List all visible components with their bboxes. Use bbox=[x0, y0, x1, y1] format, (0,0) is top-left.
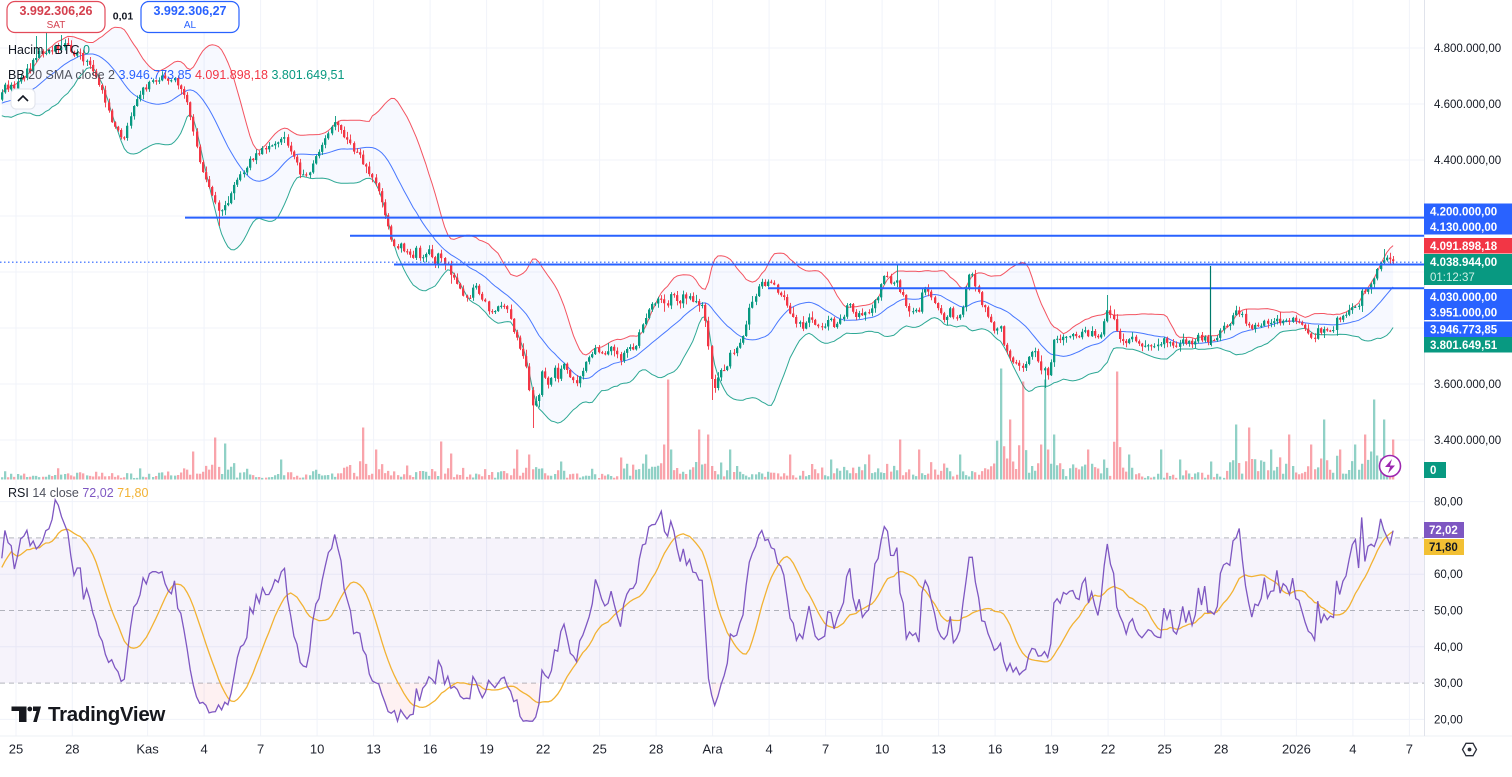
svg-text:4: 4 bbox=[1349, 742, 1356, 757]
svg-text:4.200.000,00: 4.200.000,00 bbox=[1430, 207, 1497, 219]
svg-text:13: 13 bbox=[931, 742, 945, 757]
svg-text:4.600.000,00: 4.600.000,00 bbox=[1434, 99, 1501, 111]
svg-text:RSI 14 close 72,02 71,80: RSI 14 close 72,02 71,80 bbox=[8, 486, 148, 500]
svg-text:TradingView: TradingView bbox=[48, 703, 165, 726]
svg-text:7: 7 bbox=[1406, 742, 1413, 757]
svg-text:72,02: 72,02 bbox=[1429, 525, 1458, 537]
svg-text:19: 19 bbox=[479, 742, 493, 757]
svg-text:40,00: 40,00 bbox=[1434, 642, 1463, 654]
svg-text:3.600.000,00: 3.600.000,00 bbox=[1434, 379, 1501, 391]
svg-text:13: 13 bbox=[366, 742, 380, 757]
svg-text:4.800.000,00: 4.800.000,00 bbox=[1434, 43, 1501, 55]
svg-text:10: 10 bbox=[310, 742, 324, 757]
svg-text:AL: AL bbox=[184, 20, 197, 31]
svg-text:3.946.773,85: 3.946.773,85 bbox=[1430, 325, 1498, 337]
svg-text:28: 28 bbox=[65, 742, 79, 757]
svg-text:3.992.306,27: 3.992.306,27 bbox=[154, 4, 227, 18]
svg-text:3.400.000,00: 3.400.000,00 bbox=[1434, 435, 1501, 447]
svg-text:Kas: Kas bbox=[136, 742, 159, 757]
svg-text:30,00: 30,00 bbox=[1434, 678, 1463, 690]
svg-text:50,00: 50,00 bbox=[1434, 606, 1463, 618]
svg-text:4.030.000,00: 4.030.000,00 bbox=[1430, 292, 1497, 304]
svg-text:25: 25 bbox=[1157, 742, 1171, 757]
svg-text:16: 16 bbox=[423, 742, 437, 757]
svg-text:25: 25 bbox=[9, 742, 23, 757]
svg-text:71,80: 71,80 bbox=[1429, 542, 1458, 554]
svg-text:22: 22 bbox=[1101, 742, 1115, 757]
svg-text:28: 28 bbox=[1214, 742, 1228, 757]
svg-text:4: 4 bbox=[200, 742, 207, 757]
svg-text:SAT: SAT bbox=[47, 20, 66, 31]
svg-text:28: 28 bbox=[649, 742, 663, 757]
svg-text:0: 0 bbox=[1430, 465, 1436, 477]
svg-text:10: 10 bbox=[875, 742, 889, 757]
svg-text:80,00: 80,00 bbox=[1434, 497, 1463, 509]
svg-text:3.992.306,26: 3.992.306,26 bbox=[20, 4, 93, 18]
svg-text:0,01: 0,01 bbox=[113, 11, 134, 23]
svg-text:4.091.898,18: 4.091.898,18 bbox=[1430, 241, 1498, 253]
svg-text:19: 19 bbox=[1044, 742, 1058, 757]
svg-text:4.400.000,00: 4.400.000,00 bbox=[1434, 155, 1501, 167]
svg-text:Hacim · BTC 0: Hacim · BTC 0 bbox=[8, 43, 90, 57]
svg-text:60,00: 60,00 bbox=[1434, 569, 1463, 581]
svg-text:Ara: Ara bbox=[702, 742, 723, 757]
svg-text:22: 22 bbox=[536, 742, 550, 757]
svg-text:BB 20 SMA close 2 3.946.773,8: BB 20 SMA close 2 3.946.773,85 4.091.898… bbox=[8, 68, 345, 82]
svg-text:2026: 2026 bbox=[1282, 742, 1311, 757]
svg-text:3.801.649,51: 3.801.649,51 bbox=[1430, 340, 1498, 352]
svg-text:16: 16 bbox=[988, 742, 1002, 757]
svg-text:25: 25 bbox=[592, 742, 606, 757]
svg-text:4.038.944,00: 4.038.944,00 bbox=[1430, 257, 1497, 269]
svg-text:01:12:37: 01:12:37 bbox=[1430, 272, 1475, 284]
svg-text:20,00: 20,00 bbox=[1434, 714, 1463, 726]
svg-text:3.951.000,00: 3.951.000,00 bbox=[1430, 308, 1497, 320]
svg-text:4.130.000,00: 4.130.000,00 bbox=[1430, 222, 1497, 234]
svg-text:4: 4 bbox=[765, 742, 772, 757]
svg-text:7: 7 bbox=[257, 742, 264, 757]
svg-text:7: 7 bbox=[822, 742, 829, 757]
